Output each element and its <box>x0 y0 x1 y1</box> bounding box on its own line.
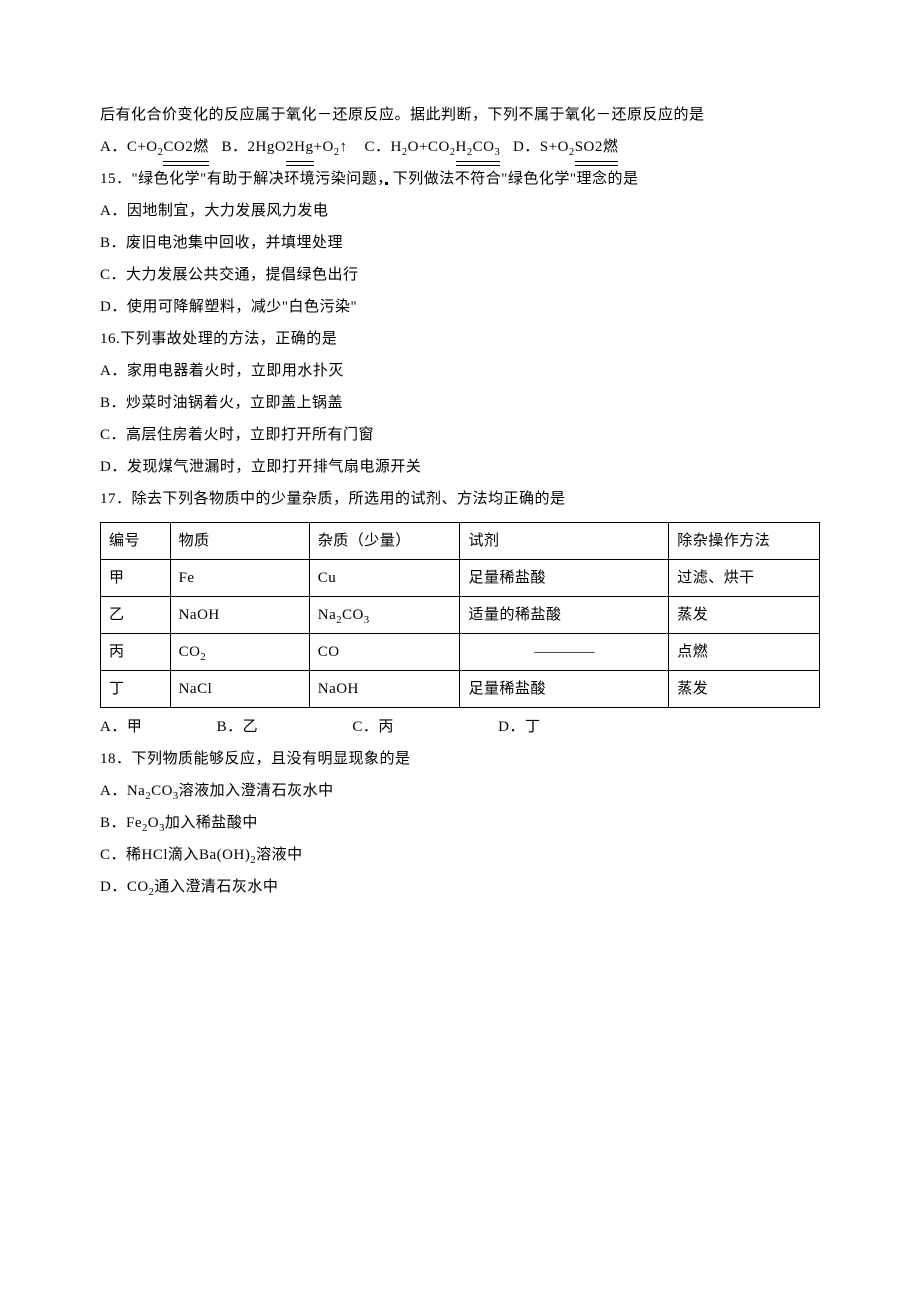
text: 溶液中 <box>256 847 303 863</box>
th: 除杂操作方法 <box>669 523 820 560</box>
text: 15．"绿色化学"有助于解决环境污染问题， <box>100 171 393 187</box>
cell: ———— <box>460 634 669 671</box>
th: 试剂 <box>460 523 669 560</box>
cell: 丁 <box>101 671 171 708</box>
table-row: 乙 NaOH Na2CO3 适量的稀盐酸 蒸发 <box>101 597 820 634</box>
text: 下列做法不符合"绿色化学"理念的是 <box>393 171 639 187</box>
q18-opt-c: C．稀HCl滴入Ba(OH)2溶液中 <box>100 840 820 870</box>
q17-opt-b: B．乙 <box>217 712 259 742</box>
q15-opt-a: A．因地制宜，大力发展风力发电 <box>100 196 820 226</box>
cell: CO2 <box>170 634 309 671</box>
q16-opt-c: C．高层住房着火时，立即打开所有门窗 <box>100 420 820 450</box>
text: C．稀HCl滴入Ba(OH) <box>100 847 250 863</box>
arrow: ↑ <box>340 139 348 155</box>
underline: H2CO3 <box>456 132 501 162</box>
text: CO <box>151 783 173 799</box>
q17-opt-a: A．甲 <box>100 712 142 742</box>
table-row: 丁 NaCl NaOH 足量稀盐酸 蒸发 <box>101 671 820 708</box>
text: 通入澄清石灰水中 <box>154 879 278 895</box>
cell: 蒸发 <box>669 671 820 708</box>
q14-opt-b: B．2HgO2Hg+O2↑ <box>221 139 347 155</box>
cell: 甲 <box>101 560 171 597</box>
q15-opt-d: D．使用可降解塑料，减少"白色污染" <box>100 292 820 322</box>
cell: 过滤、烘干 <box>669 560 820 597</box>
q15-opt-b: B．废旧电池集中回收，并填埋处理 <box>100 228 820 258</box>
text: B．Fe <box>100 815 142 831</box>
text: O+CO <box>408 139 450 155</box>
cell: 足量稀盐酸 <box>460 671 669 708</box>
q14-opt-a: A．C+O2CO2燃 <box>100 139 209 155</box>
underline: SO2燃 <box>575 132 619 162</box>
text: C．H <box>365 139 402 155</box>
text: +O <box>314 139 334 155</box>
q17-options: A．甲 B．乙 C．丙 D．丁 <box>100 712 820 742</box>
q14-opt-c: C．H2O+CO2H2CO3 <box>365 139 501 155</box>
q16-opt-a: A．家用电器着火时，立即用水扑灭 <box>100 356 820 386</box>
q15-stem: 15．"绿色化学"有助于解决环境污染问题，下列做法不符合"绿色化学"理念的是 <box>100 164 820 194</box>
cell: Na2CO3 <box>309 597 460 634</box>
q14-opt-d: D．S+O2SO2燃 <box>513 139 618 155</box>
q16-opt-d: D．发现煤气泄漏时，立即打开排气扇电源开关 <box>100 452 820 482</box>
cell: 丙 <box>101 634 171 671</box>
cell: Cu <box>309 560 460 597</box>
text: A．Na <box>100 783 145 799</box>
q17-table: 编号 物质 杂质（少量） 试剂 除杂操作方法 甲 Fe Cu 足量稀盐酸 过滤、… <box>100 522 820 708</box>
text: O <box>148 815 159 831</box>
table-header-row: 编号 物质 杂质（少量） 试剂 除杂操作方法 <box>101 523 820 560</box>
q17-stem: 17．除去下列各物质中的少量杂质，所选用的试剂、方法均正确的是 <box>100 484 820 514</box>
table-row: 甲 Fe Cu 足量稀盐酸 过滤、烘干 <box>101 560 820 597</box>
text: D．CO <box>100 879 149 895</box>
q18-opt-d: D．CO2通入澄清石灰水中 <box>100 872 820 902</box>
cell: 点燃 <box>669 634 820 671</box>
text: B．2HgO <box>221 139 286 155</box>
text: 溶液加入澄清石灰水中 <box>179 783 334 799</box>
cell: NaOH <box>309 671 460 708</box>
th: 杂质（少量） <box>309 523 460 560</box>
underline: CO2燃 <box>163 132 208 162</box>
cell: CO <box>309 634 460 671</box>
cell: 乙 <box>101 597 171 634</box>
q14-intro: 后有化合价变化的反应属于氧化－还原反应。据此判断，下列不属于氧化－还原反应的是 <box>100 100 820 130</box>
table-row: 丙 CO2 CO ———— 点燃 <box>101 634 820 671</box>
q17-opt-d: D．丁 <box>498 712 540 742</box>
text: D．S+O <box>513 139 569 155</box>
cell: NaCl <box>170 671 309 708</box>
cell: 足量稀盐酸 <box>460 560 669 597</box>
sub: 3 <box>494 147 500 158</box>
th: 物质 <box>170 523 309 560</box>
q18-opt-a: A．Na2CO3溶液加入澄清石灰水中 <box>100 776 820 806</box>
q16-opt-b: B．炒菜时油锅着火，立即盖上锅盖 <box>100 388 820 418</box>
cell: NaOH <box>170 597 309 634</box>
cell: 适量的稀盐酸 <box>460 597 669 634</box>
q16-stem: 16.下列事故处理的方法，正确的是 <box>100 324 820 354</box>
text: CO <box>473 139 495 155</box>
q15-opt-c: C．大力发展公共交通，提倡绿色出行 <box>100 260 820 290</box>
cell: Fe <box>170 560 309 597</box>
text: H <box>456 139 467 155</box>
q18-opt-b: B．Fe2O3加入稀盐酸中 <box>100 808 820 838</box>
th: 编号 <box>101 523 171 560</box>
cell: 蒸发 <box>669 597 820 634</box>
q18-stem: 18．下列物质能够反应，且没有明显现象的是 <box>100 744 820 774</box>
underline: 2Hg <box>286 132 313 162</box>
text: A．C+O <box>100 139 158 155</box>
q17-opt-c: C．丙 <box>352 712 394 742</box>
text: 加入稀盐酸中 <box>165 815 258 831</box>
q14-options: A．C+O2CO2燃 B．2HgO2Hg+O2↑ C．H2O+CO2H2CO3 … <box>100 132 820 162</box>
